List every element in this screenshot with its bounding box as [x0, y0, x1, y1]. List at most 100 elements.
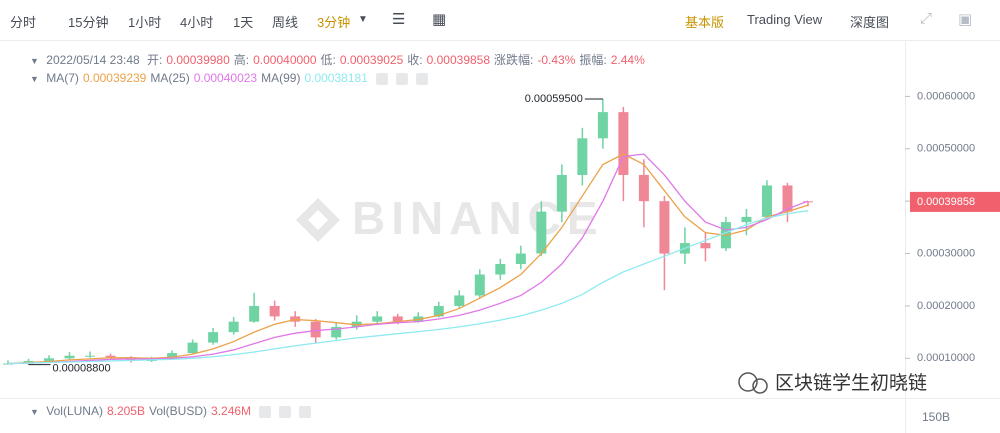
candle-body — [208, 332, 219, 343]
volume-value: 8.205B — [106, 404, 145, 418]
ma-name: MA(7) — [46, 71, 79, 85]
channel-watermark: 区块链学生初晓链 — [738, 372, 927, 394]
candle-body — [761, 185, 772, 217]
settings-icon[interactable]: ☰ — [392, 11, 406, 28]
tab[interactable]: 15分钟 — [68, 15, 109, 30]
fullscreen-icon[interactable]: ⤢ — [920, 10, 933, 27]
ma-value: 0.00040023 — [193, 71, 258, 85]
candle-body — [3, 363, 13, 365]
legend-icon[interactable] — [259, 405, 272, 418]
ma-line — [7, 210, 809, 365]
info-value: 2.44% — [610, 53, 645, 67]
candle-body — [741, 216, 752, 223]
candle-body — [556, 174, 567, 212]
volume-axis-label: 150B — [922, 410, 951, 424]
volume-name: Vol(BUSD) — [149, 404, 208, 418]
y-tick-label: 0.00060000 — [917, 90, 975, 102]
info-label: 涨跌幅: — [494, 53, 534, 67]
tab-dropdown[interactable]: ▼ — [358, 14, 368, 25]
candle-body — [372, 316, 383, 322]
candle-body — [228, 321, 239, 333]
tab[interactable]: 1小时 — [128, 15, 162, 30]
ma-line — [7, 153, 809, 365]
ohlc-info: ▼ 2022/05/14 23:48 开: 0.00039980 高: 0.00040… — [30, 51, 649, 68]
candle-body — [433, 305, 444, 317]
view-depth[interactable]: 深度图 — [850, 15, 890, 30]
info-value: 0.00039025 — [339, 53, 404, 67]
candle-body — [515, 253, 526, 265]
view-tradingview[interactable]: Trading View — [747, 12, 823, 27]
candle-body — [536, 211, 547, 254]
candle-body — [618, 112, 629, 175]
info-label: 低: — [320, 53, 336, 67]
info-label: 收: — [407, 53, 423, 67]
y-tick-label: 0.00010000 — [917, 352, 975, 364]
candle-body — [167, 353, 178, 360]
tab[interactable]: 周线 — [272, 15, 299, 30]
ma-name: MA(25) — [150, 71, 190, 85]
candle-body — [331, 326, 342, 338]
ma-value: 0.00038181 — [304, 71, 368, 85]
annotation-label: 0.00008800 — [53, 363, 111, 375]
info-value: 0.00039858 — [426, 53, 491, 67]
candle-body — [782, 185, 793, 212]
candle-body — [495, 264, 506, 275]
candle-body — [310, 321, 321, 338]
tab-active[interactable]: 3分钟 — [317, 15, 351, 30]
volume-value: 3.246M — [211, 404, 252, 418]
legend-icon[interactable] — [415, 72, 428, 85]
channel-watermark-text: 区块链学生初晓链 — [775, 372, 927, 394]
brand-watermark: BINANCE — [296, 192, 604, 244]
y-tick-label: 0.00050000 — [917, 143, 975, 155]
info-value: 0.00040000 — [253, 53, 317, 67]
volume-name: Vol(LUNA) — [46, 404, 103, 418]
ma-name: MA(99) — [261, 71, 301, 85]
price-tag — [910, 191, 1000, 212]
candle-body — [577, 138, 588, 175]
info-value: 0.00039980 — [166, 53, 230, 67]
layout-icon[interactable]: ▣ — [958, 11, 973, 28]
candle-body — [85, 355, 96, 357]
view-basic[interactable]: 基本版 — [685, 15, 725, 30]
collapse-arrow[interactable]: ▼ — [30, 407, 39, 417]
indicator-icon[interactable]: ▦ — [432, 11, 447, 28]
legend-icon[interactable] — [279, 405, 292, 418]
candle-body — [597, 112, 608, 139]
legend-icon[interactable] — [395, 72, 408, 85]
brand-watermark-text: BINANCE — [352, 192, 604, 244]
tab[interactable]: 4小时 — [180, 15, 214, 30]
info-date: 2022/05/14 23:48 — [46, 53, 140, 67]
price-tag-label: 0.00039858 — [917, 196, 975, 208]
info-label: 振幅: — [579, 53, 607, 67]
candle-body — [700, 243, 711, 249]
candle-body — [638, 174, 649, 202]
y-tick-label: 0.00030000 — [917, 247, 975, 259]
info-label: 开: — [147, 53, 163, 67]
candle-body — [44, 358, 55, 361]
ma-legend: ▼ MA(7) 0.00039239 MA(25) 0.00040023 MA(99) 0… — [30, 71, 432, 85]
ma-value: 0.00039239 — [82, 71, 147, 85]
volume-legend: ▼ Vol(LUNA) 8.205B Vol(BUSD) 3.246M — [30, 404, 315, 418]
ma-line — [7, 153, 809, 365]
tab[interactable]: 分时 — [10, 15, 37, 30]
collapse-arrow[interactable]: ▼ — [30, 56, 39, 66]
tab[interactable]: 1天 — [233, 15, 254, 30]
plot: 0.00059500 0.00008800 — [3, 93, 813, 375]
legend-icon[interactable] — [375, 72, 388, 85]
candle-body — [474, 274, 485, 296]
candle-body — [105, 355, 116, 358]
candle-body — [392, 316, 403, 322]
candle-body — [454, 295, 465, 306]
candle-body — [269, 305, 280, 317]
y-tick-label: 0.00020000 — [917, 300, 975, 312]
candle-body — [249, 305, 260, 322]
legend-icon[interactable] — [299, 405, 312, 418]
info-label: 高: — [233, 53, 250, 67]
candle-body — [803, 201, 813, 203]
collapse-arrow[interactable]: ▼ — [30, 74, 39, 84]
annotation-label: 0.00059500 — [525, 93, 583, 105]
candle-body — [187, 342, 198, 354]
candle-body — [659, 201, 670, 254]
